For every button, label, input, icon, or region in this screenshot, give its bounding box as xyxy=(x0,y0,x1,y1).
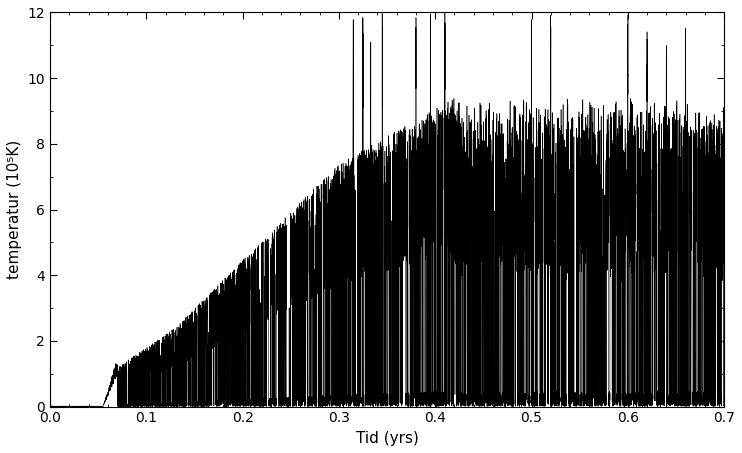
Y-axis label: temperatur (10⁵K): temperatur (10⁵K) xyxy=(7,140,22,279)
X-axis label: Tid (yrs): Tid (yrs) xyxy=(355,431,418,446)
